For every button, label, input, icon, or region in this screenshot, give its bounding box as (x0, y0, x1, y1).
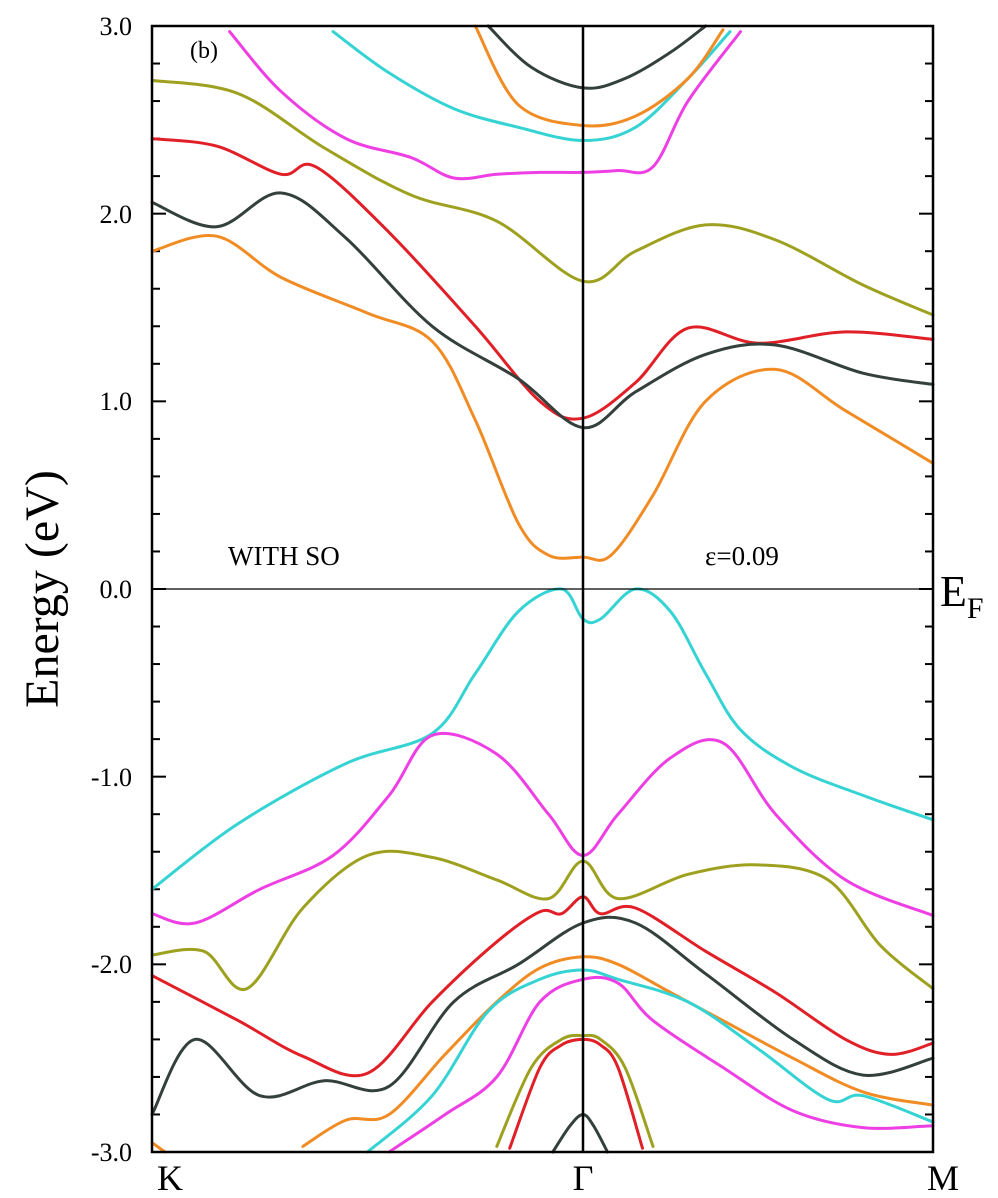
band-magenta-9 (150, 731, 935, 926)
y-tick-label-neg2: -2.0 (91, 950, 132, 979)
band-red-1 (150, 137, 935, 421)
band-olive-16 (495, 1033, 655, 1148)
band-dark-7 (486, 24, 707, 90)
band-orange-19 (150, 1141, 167, 1154)
y-tick-label-3: 3.0 (100, 12, 133, 41)
x-tick-label-M: M (927, 1158, 959, 1198)
band-dark-12 (150, 915, 935, 1116)
fermi-label-subscript: F (967, 592, 984, 625)
band-dark-18 (551, 1113, 609, 1154)
band-red-11 (150, 895, 935, 1078)
band-olive-0 (150, 78, 935, 317)
band-cyan-5 (331, 30, 732, 142)
band-red-17 (508, 1037, 644, 1150)
band-dark-2 (150, 191, 935, 430)
band-cyan-8 (150, 587, 935, 891)
x-tick-label-K: K (157, 1158, 183, 1198)
y-tick-label-1: 1.0 (100, 387, 133, 416)
y-tick-label-neg1: -1.0 (91, 763, 132, 792)
y-axis-label: Energy (eV) (16, 470, 69, 708)
band-orange-6 (473, 24, 725, 128)
x-tick-label-Gamma: Γ (573, 1158, 594, 1198)
annotation-strain: ε=0.09 (705, 541, 779, 571)
y-tick-label-2: 2.0 (100, 200, 133, 229)
band-magenta-15 (387, 975, 935, 1154)
fermi-label-main: E (940, 567, 967, 616)
plot-frame (150, 24, 935, 1154)
band-orange-13 (301, 955, 935, 1148)
y-tick-label-neg3: -3.0 (91, 1138, 132, 1167)
annotation-with-so: WITH SO (228, 541, 340, 571)
band-olive-10 (150, 849, 935, 991)
panel-label: (b) (190, 38, 218, 64)
y-tick-label-0: 0.0 (100, 575, 133, 604)
band-orange-3 (150, 233, 935, 562)
band-magenta-4 (228, 30, 742, 181)
band-lines (150, 24, 935, 1154)
band-cyan-14 (366, 968, 935, 1154)
fermi-level-label: EF (940, 567, 984, 625)
